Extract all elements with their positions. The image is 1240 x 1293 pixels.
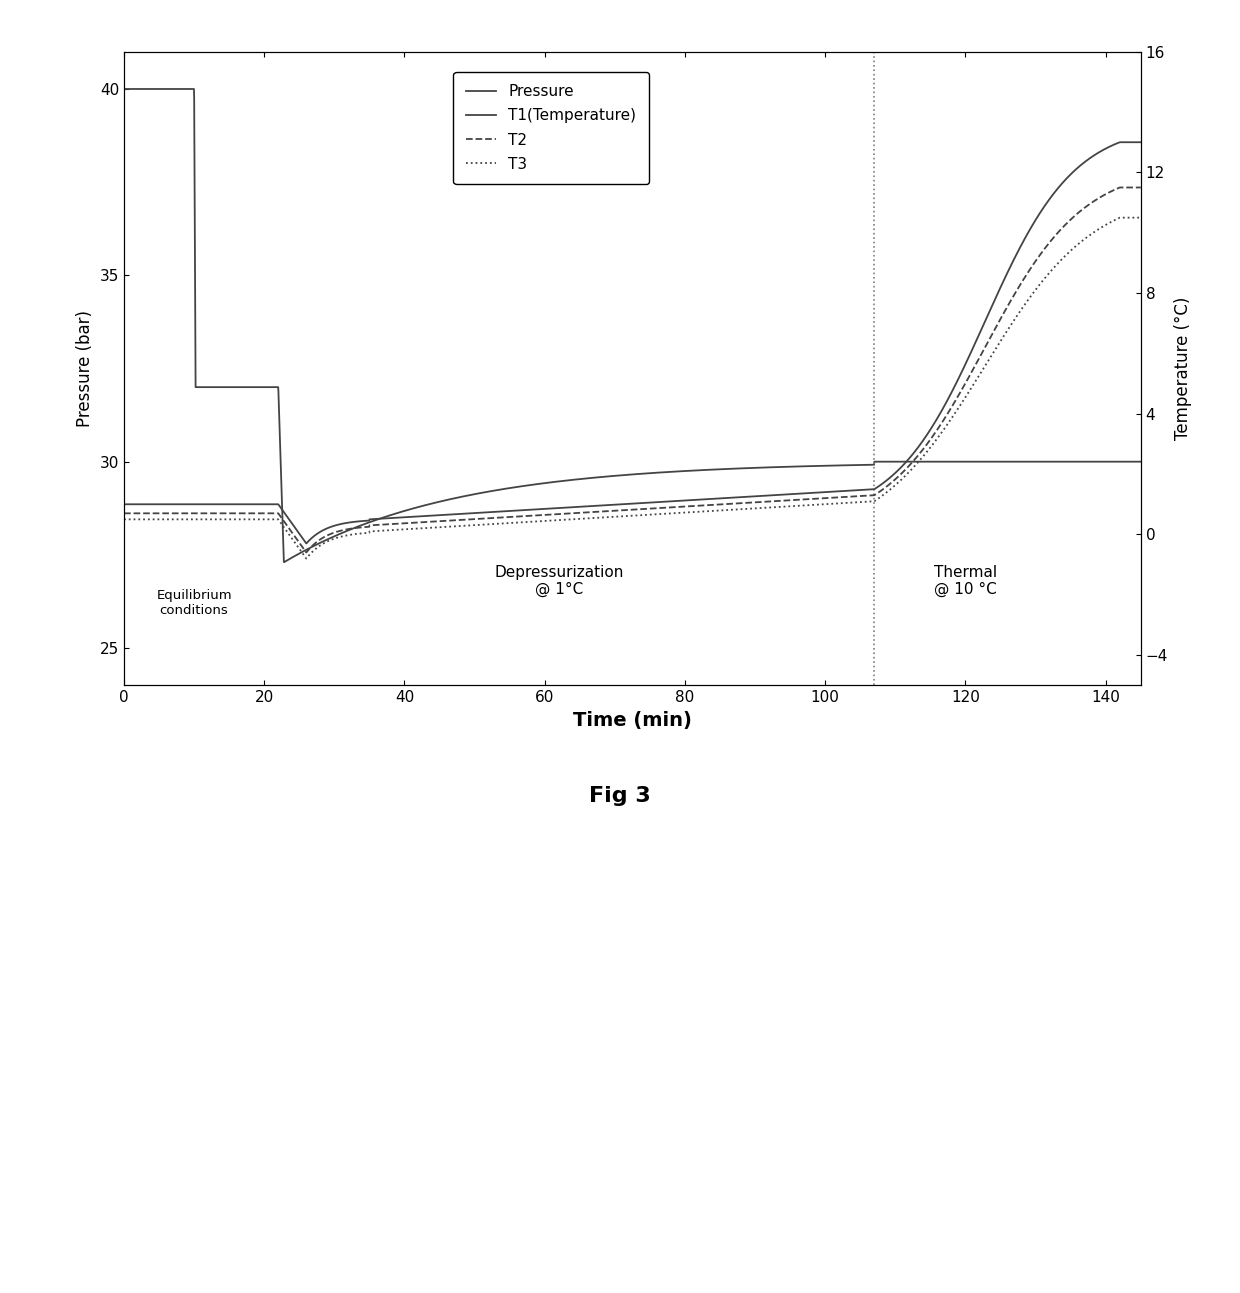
T3 [1133,209,1148,225]
T3 [117,512,131,528]
T1(Temperature) [1133,134,1148,150]
Legend: Pressure, T1(Temperature), T2, T3: Pressure, T1(Temperature), T2, T3 [454,72,649,184]
T1(Temperature) [301,533,316,548]
Text: Equilibrium
conditions: Equilibrium conditions [156,590,232,617]
Pressure [117,81,131,97]
Text: Depressurization
@ 1°C: Depressurization @ 1°C [494,565,624,597]
T1(Temperature) [952,367,967,383]
T2 [301,542,316,557]
Pressure [505,480,520,495]
T1(Temperature) [117,497,131,512]
T2 [777,493,792,508]
T3 [505,515,520,530]
T3 [727,502,742,517]
Y-axis label: Temperature (°C): Temperature (°C) [1173,297,1192,440]
T1(Temperature) [777,486,792,502]
T2 [1133,180,1148,195]
T2 [1112,180,1127,195]
Pressure [952,454,967,469]
T2 [952,385,967,401]
T3 [1112,209,1127,225]
T1(Temperature) [299,535,314,551]
Text: Fig 3: Fig 3 [589,786,651,806]
T3 [299,551,314,566]
Pressure [301,540,316,556]
T3 [875,487,890,503]
Line: Pressure: Pressure [124,89,1141,562]
Line: T3: T3 [124,217,1141,559]
Pressure [277,555,291,570]
T2 [727,495,742,511]
T1(Temperature) [1112,134,1127,150]
Pressure [777,459,792,475]
Text: Thermal
@ 10 °C: Thermal @ 10 °C [934,565,997,597]
Pressure [875,454,890,469]
Y-axis label: Pressure (bar): Pressure (bar) [76,310,94,427]
T2 [299,544,314,560]
T1(Temperature) [875,476,890,491]
Line: T1(Temperature): T1(Temperature) [124,142,1141,543]
T3 [952,397,967,412]
T3 [777,499,792,515]
T3 [301,548,316,564]
Pressure [727,460,742,476]
X-axis label: Time (min): Time (min) [573,711,692,729]
T2 [505,509,520,525]
T1(Temperature) [505,503,520,518]
T1(Temperature) [727,490,742,506]
T2 [117,506,131,521]
Line: T2: T2 [124,187,1141,552]
T2 [875,481,890,497]
Pressure [1133,454,1148,469]
